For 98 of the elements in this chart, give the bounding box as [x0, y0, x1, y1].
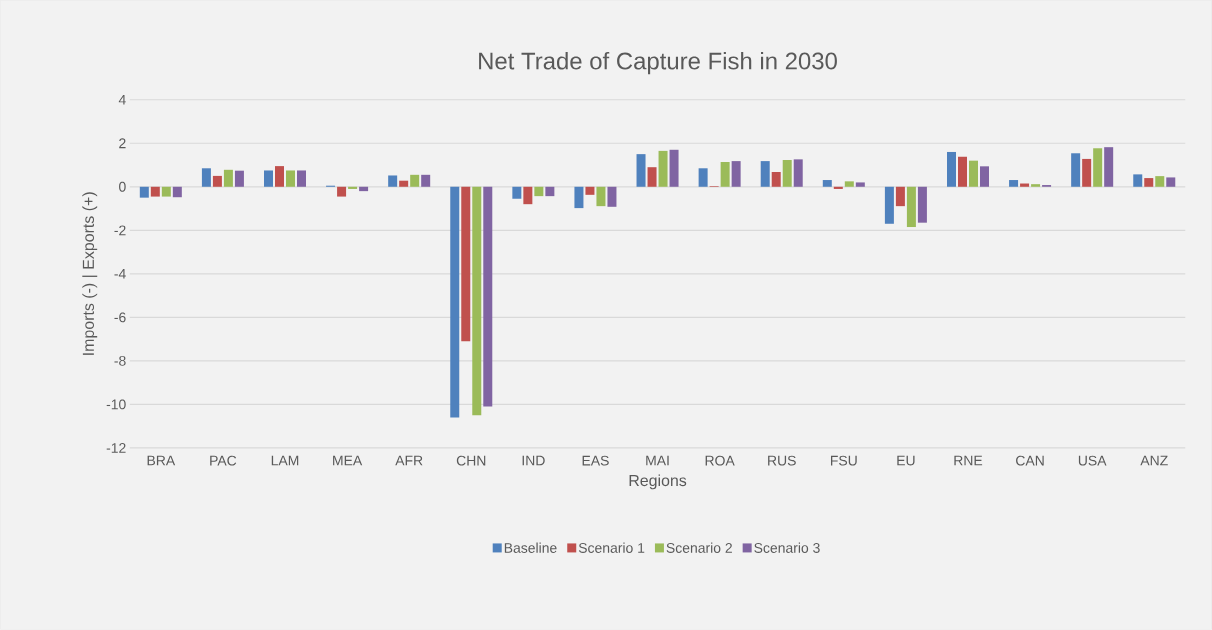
y-tick-label: -4	[114, 269, 126, 279]
bar	[545, 186, 555, 197]
bar	[855, 182, 865, 187]
bar	[161, 186, 171, 197]
bar	[917, 186, 927, 223]
bar	[607, 186, 617, 207]
bar	[201, 168, 211, 187]
x-tick-label: PAC	[210, 455, 237, 466]
bar	[172, 186, 182, 198]
bar	[348, 186, 358, 190]
y-tick-label: -6	[114, 312, 126, 323]
bar	[421, 174, 431, 187]
bar	[822, 180, 832, 187]
bar	[234, 170, 244, 187]
bar	[895, 186, 905, 207]
bar	[793, 159, 803, 187]
bar	[223, 169, 233, 187]
bar	[658, 151, 668, 187]
x-tick-label: ROA	[705, 455, 735, 466]
bar	[483, 186, 493, 407]
x-tick-label: RNE	[954, 455, 983, 466]
bar	[1133, 174, 1143, 187]
bar	[512, 186, 522, 199]
x-tick-label: MAI	[646, 455, 669, 466]
bar	[968, 160, 978, 187]
y-tick-label: 4	[118, 95, 126, 105]
bar	[472, 186, 482, 416]
bar	[1071, 153, 1081, 187]
x-tick-label: AFR	[395, 455, 423, 466]
bar	[286, 170, 295, 187]
bar	[1144, 178, 1154, 187]
y-tick-label: -12	[106, 443, 126, 453]
bar	[1093, 148, 1103, 187]
x-tick-label: ANZ	[1140, 455, 1168, 466]
bar	[399, 180, 409, 187]
bar	[461, 186, 471, 342]
y-tick-label: -8	[114, 356, 126, 366]
chart-title: Net Trade of Capture Fish in 2030	[479, 52, 837, 75]
bar	[410, 174, 420, 187]
x-tick-label: CAN	[1016, 455, 1044, 466]
bar	[698, 168, 708, 187]
bar	[957, 156, 967, 187]
bar	[1166, 177, 1176, 187]
legend-label: Scenario 1	[578, 542, 645, 554]
bar	[1082, 159, 1092, 187]
bar	[1031, 184, 1041, 187]
bar	[1104, 147, 1114, 187]
x-tick-label: MEA	[333, 455, 363, 466]
bar	[833, 186, 843, 190]
legend-label: Baseline	[504, 542, 557, 554]
bar	[596, 186, 606, 207]
x-tick-label: BRA	[147, 455, 176, 466]
x-tick-label: EU	[897, 455, 915, 466]
x-tick-label: USA	[1078, 455, 1107, 466]
bar	[523, 186, 533, 205]
bar	[782, 160, 792, 187]
bar	[150, 186, 160, 197]
y-tick-label: -2	[114, 225, 126, 236]
x-tick-label: LAM	[271, 455, 299, 466]
bar	[212, 176, 222, 187]
bar	[771, 172, 781, 187]
y-tick-label: -10	[106, 399, 126, 410]
bar	[574, 186, 584, 209]
bar	[585, 186, 595, 195]
bar	[359, 186, 369, 192]
bar	[297, 170, 307, 187]
bar	[669, 149, 679, 187]
bar	[450, 186, 460, 418]
bar	[263, 170, 273, 187]
bar	[844, 181, 854, 187]
bar	[337, 186, 347, 197]
bar	[636, 154, 646, 187]
y-axis-title: Imports (-) | Exports (+)	[82, 192, 98, 355]
x-tick-label: CHN	[456, 455, 486, 466]
bar	[274, 166, 284, 187]
legend-label: Scenario 2	[666, 542, 732, 554]
bar	[388, 175, 398, 187]
legend-label: Scenario 3	[754, 542, 820, 554]
bar	[139, 186, 149, 198]
y-tick-label: 2	[119, 138, 126, 149]
bar	[1155, 176, 1165, 187]
bar	[720, 162, 730, 187]
bar	[1020, 183, 1030, 187]
bar	[946, 152, 956, 187]
bar	[534, 186, 544, 197]
bar	[760, 161, 770, 187]
x-tick-label: RUS	[768, 455, 796, 466]
x-tick-label: EAS	[582, 455, 609, 466]
bar	[647, 167, 657, 187]
bar	[1009, 180, 1019, 187]
x-tick-label: IND	[522, 455, 545, 466]
x-axis-title: Regions	[629, 474, 687, 490]
bar	[979, 166, 989, 187]
bar	[731, 161, 741, 187]
y-tick-label: 0	[119, 181, 126, 192]
x-tick-label: FSU	[830, 455, 857, 466]
bar	[906, 186, 916, 228]
bar	[884, 186, 894, 224]
